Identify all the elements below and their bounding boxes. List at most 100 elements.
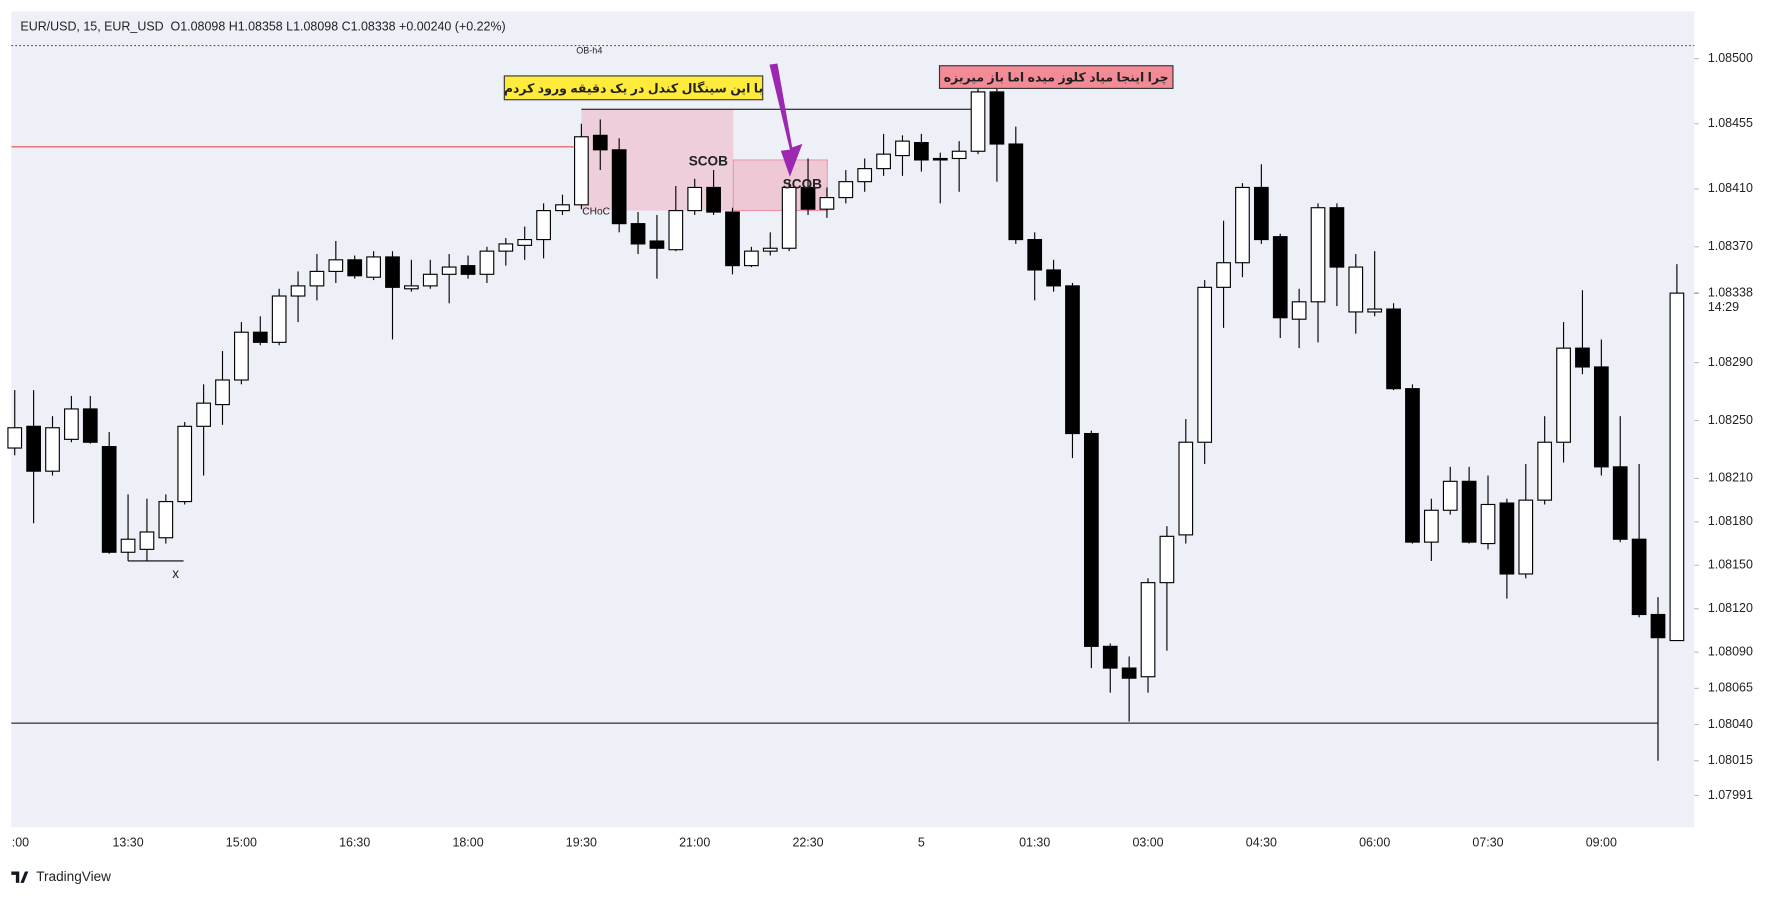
candle-body bbox=[1461, 480, 1477, 543]
x-tick-label: 01:30 bbox=[1019, 835, 1050, 849]
brand-logo bbox=[11, 871, 29, 883]
annotation-label: SCOB bbox=[689, 154, 728, 169]
candle-body bbox=[517, 238, 533, 246]
x-tick-label: 18:00 bbox=[452, 835, 483, 849]
candle-body bbox=[1159, 535, 1175, 584]
countdown: 14:29 bbox=[1708, 300, 1739, 314]
candle-body bbox=[762, 247, 778, 252]
x-tick-label: 16:30 bbox=[339, 835, 370, 849]
candle-body bbox=[1310, 207, 1326, 303]
x-tick-label: 15:00 bbox=[226, 835, 257, 849]
candle-body bbox=[1593, 366, 1609, 468]
last-price-label: 1.08338 bbox=[1708, 285, 1753, 299]
candle-body bbox=[441, 266, 457, 275]
candle-body bbox=[932, 157, 948, 161]
candle-body bbox=[1386, 308, 1401, 390]
y-tick-label: 1.08370 bbox=[1708, 239, 1753, 253]
x-tick-label: 09:00 bbox=[1586, 835, 1617, 849]
candle-body bbox=[1405, 388, 1420, 543]
candle-body bbox=[1348, 266, 1364, 313]
candle-body bbox=[895, 140, 910, 157]
candle-body bbox=[1102, 645, 1118, 669]
candle-body bbox=[234, 331, 249, 381]
candle-body bbox=[1065, 285, 1080, 435]
candle-body bbox=[1631, 538, 1647, 616]
x-tick-label: 22:30 bbox=[792, 835, 823, 849]
note-text: با این سینگال کندل در یک دقیقه ورود کردم bbox=[504, 80, 763, 96]
candle-body bbox=[290, 285, 306, 297]
plot-area bbox=[11, 11, 1695, 828]
candle-body bbox=[498, 243, 514, 252]
x-tick-label: 13:30 bbox=[112, 835, 143, 849]
y-tick-label: 1.08410 bbox=[1708, 181, 1753, 195]
candle-body bbox=[1272, 236, 1288, 319]
candle-body bbox=[158, 501, 174, 539]
candle-body bbox=[1518, 499, 1534, 575]
candle-body bbox=[706, 186, 721, 213]
candle-body bbox=[819, 197, 835, 210]
chart-title: EUR/USD, 15, EUR_USD O1.08098 H1.08358 L… bbox=[20, 19, 505, 33]
y-tick-label: 1.08150 bbox=[1708, 558, 1753, 572]
x-tick-label: 21:00 bbox=[679, 835, 710, 849]
candle-body bbox=[101, 446, 117, 553]
candle-body bbox=[309, 270, 325, 287]
candle-body bbox=[479, 250, 495, 275]
candle-body bbox=[404, 285, 419, 290]
candle-body bbox=[1575, 347, 1590, 368]
y-tick-label: 1.08500 bbox=[1708, 51, 1753, 65]
candle-body bbox=[271, 295, 287, 343]
candle-body bbox=[45, 427, 60, 472]
candle-body bbox=[120, 538, 136, 553]
candle-body bbox=[970, 91, 986, 152]
candle-body bbox=[649, 240, 665, 249]
candle-body bbox=[252, 331, 268, 343]
candle-body bbox=[385, 256, 400, 288]
y-tick-label: 1.08180 bbox=[1708, 514, 1753, 528]
candle-body bbox=[1140, 582, 1156, 678]
candle-body bbox=[989, 91, 1005, 145]
candle-body bbox=[460, 265, 476, 275]
candle-body bbox=[1537, 441, 1553, 501]
candle-body bbox=[366, 256, 381, 278]
candle-body bbox=[1329, 207, 1345, 268]
x-tick-label: 19:30 bbox=[566, 835, 597, 849]
candle-body bbox=[687, 186, 703, 212]
arrow bbox=[769, 63, 803, 177]
candle-body bbox=[1367, 308, 1383, 313]
candle-body bbox=[611, 149, 627, 225]
brand: TradingView bbox=[36, 869, 111, 884]
candle-body bbox=[876, 153, 891, 170]
y-tick-label: 1.08065 bbox=[1708, 681, 1753, 695]
candle-body bbox=[82, 408, 98, 443]
candle-body bbox=[857, 168, 873, 183]
candle-body bbox=[1121, 667, 1137, 679]
y-tick-label: 1.07991 bbox=[1708, 788, 1753, 802]
candle-body bbox=[1612, 466, 1628, 540]
candle-body bbox=[951, 150, 967, 160]
candle-body bbox=[1197, 286, 1213, 443]
y-tick-label: 1.08040 bbox=[1708, 717, 1753, 731]
candle-body bbox=[1235, 186, 1250, 264]
x-tick-label: 06:00 bbox=[1359, 835, 1390, 849]
candle-body bbox=[1027, 238, 1043, 271]
candle-body bbox=[781, 186, 797, 249]
x-tick-label: :00 bbox=[12, 835, 29, 849]
candle-body bbox=[555, 204, 570, 212]
level-label: x bbox=[172, 566, 179, 581]
candle-body bbox=[1178, 441, 1194, 536]
candle-body bbox=[1442, 480, 1458, 511]
y-tick-label: 1.08015 bbox=[1708, 753, 1753, 767]
candle-body bbox=[838, 181, 854, 199]
candle-body bbox=[913, 142, 929, 161]
note-text: چرا اینجا میاد کلوز میده اما باز میریزه bbox=[944, 70, 1169, 84]
candle-body bbox=[1499, 502, 1515, 575]
candle-body bbox=[64, 408, 79, 440]
candle-body bbox=[1291, 301, 1307, 320]
candle-body bbox=[668, 210, 684, 251]
note-box bbox=[938, 65, 1174, 89]
candle-body bbox=[26, 425, 41, 472]
candle-body bbox=[574, 136, 589, 206]
candle-body bbox=[196, 402, 211, 427]
candle-body bbox=[536, 210, 551, 241]
